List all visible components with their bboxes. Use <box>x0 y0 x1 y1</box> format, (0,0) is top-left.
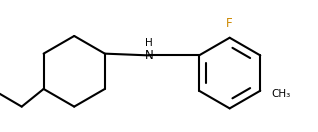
Text: H: H <box>145 38 153 48</box>
Text: N: N <box>145 49 154 62</box>
Text: CH₃: CH₃ <box>272 89 291 99</box>
Text: F: F <box>226 17 233 30</box>
